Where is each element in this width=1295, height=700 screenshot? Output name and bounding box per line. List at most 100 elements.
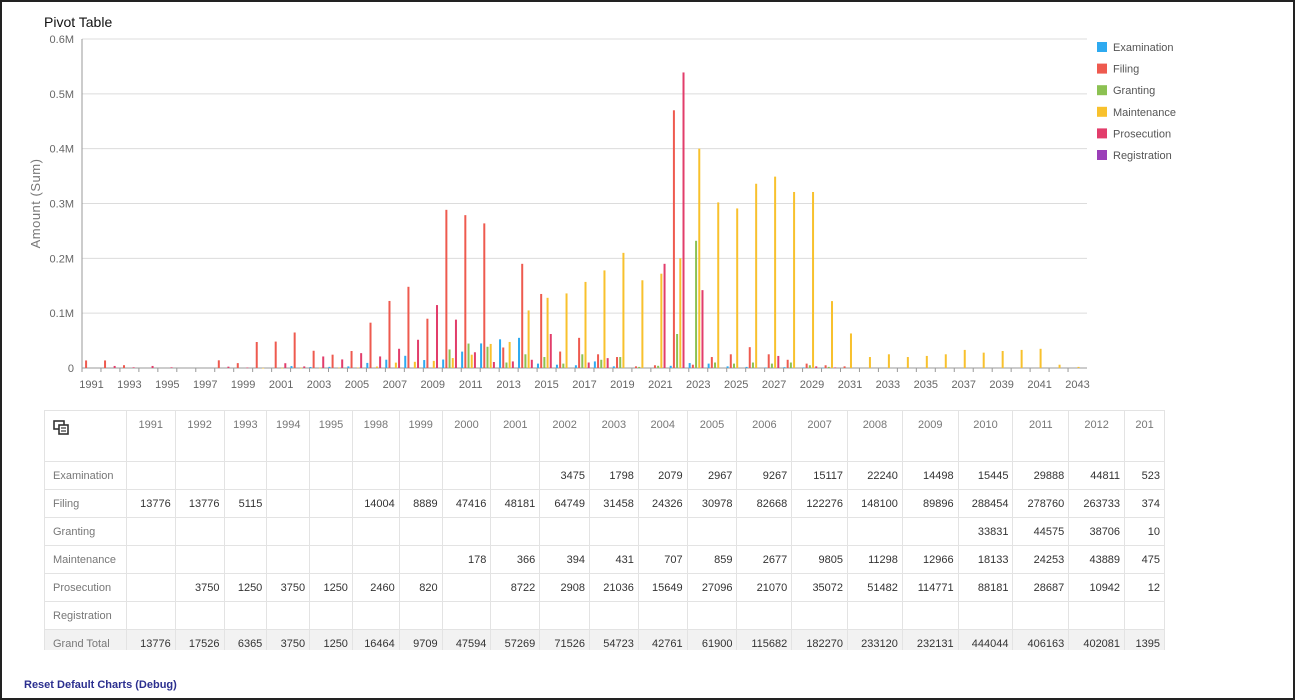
- table-cell[interactable]: [736, 517, 793, 546]
- table-cell[interactable]: [589, 517, 639, 546]
- table-cell[interactable]: 48181: [490, 489, 541, 518]
- table-cell[interactable]: [125, 517, 176, 546]
- legend-item-granting[interactable]: Granting: [1097, 85, 1155, 97]
- table-cell[interactable]: [901, 601, 959, 630]
- table-cell[interactable]: 54723: [589, 629, 639, 650]
- table-cell[interactable]: 11298: [847, 545, 903, 574]
- table-cell[interactable]: 182270: [791, 629, 849, 650]
- column-header[interactable]: 2005: [686, 410, 738, 462]
- table-cell[interactable]: 44575: [1012, 517, 1070, 546]
- table-cell[interactable]: [637, 601, 688, 630]
- table-cell[interactable]: 263733: [1068, 489, 1126, 518]
- row-header[interactable]: Filing: [44, 489, 127, 518]
- table-cell[interactable]: 12: [1124, 573, 1165, 602]
- table-cell[interactable]: 374: [1124, 489, 1165, 518]
- table-cell[interactable]: 61900: [686, 629, 738, 650]
- table-cell[interactable]: 278760: [1012, 489, 1070, 518]
- table-cell[interactable]: [223, 517, 268, 546]
- table-cell[interactable]: 13776: [174, 489, 225, 518]
- table-cell[interactable]: [351, 461, 400, 490]
- table-cell[interactable]: 366: [490, 545, 541, 574]
- table-cell[interactable]: 178: [441, 545, 492, 574]
- table-cell[interactable]: 27096: [686, 573, 738, 602]
- row-header[interactable]: Registration: [44, 601, 127, 630]
- table-cell[interactable]: [791, 601, 849, 630]
- column-header[interactable]: 1994: [266, 410, 311, 462]
- table-cell[interactable]: 13776: [125, 489, 176, 518]
- table-cell[interactable]: [309, 489, 353, 518]
- field-list-button[interactable]: [44, 410, 127, 462]
- table-cell[interactable]: 232131: [901, 629, 959, 650]
- table-cell[interactable]: 2677: [736, 545, 793, 574]
- table-cell[interactable]: 28687: [1012, 573, 1070, 602]
- table-cell[interactable]: 523: [1124, 461, 1165, 490]
- table-cell[interactable]: [125, 545, 176, 574]
- table-cell[interactable]: 64749: [539, 489, 591, 518]
- column-header[interactable]: 2006: [736, 410, 793, 462]
- table-cell[interactable]: [174, 517, 225, 546]
- table-cell[interactable]: [266, 545, 311, 574]
- table-cell[interactable]: [309, 461, 353, 490]
- table-cell[interactable]: 14004: [351, 489, 400, 518]
- column-header[interactable]: 2004: [637, 410, 688, 462]
- table-cell[interactable]: 38706: [1068, 517, 1126, 546]
- table-cell[interactable]: 1250: [309, 573, 353, 602]
- table-cell[interactable]: [266, 517, 311, 546]
- table-cell[interactable]: 8889: [398, 489, 443, 518]
- column-header[interactable]: 2011: [1012, 410, 1070, 462]
- column-header[interactable]: 1992: [174, 410, 225, 462]
- table-cell[interactable]: [686, 517, 738, 546]
- table-cell[interactable]: 22240: [847, 461, 903, 490]
- table-cell[interactable]: [174, 601, 225, 630]
- table-cell[interactable]: [589, 601, 639, 630]
- table-cell[interactable]: [351, 545, 400, 574]
- table-cell[interactable]: 71526: [539, 629, 591, 650]
- table-cell[interactable]: 24253: [1012, 545, 1070, 574]
- table-cell[interactable]: 288454: [957, 489, 1014, 518]
- table-cell[interactable]: 57269: [490, 629, 541, 650]
- table-cell[interactable]: [441, 601, 492, 630]
- column-header[interactable]: 2007: [791, 410, 849, 462]
- column-header[interactable]: 2001: [490, 410, 541, 462]
- table-cell[interactable]: [1124, 601, 1165, 630]
- table-cell[interactable]: [266, 601, 311, 630]
- table-cell[interactable]: [125, 573, 176, 602]
- table-cell[interactable]: [174, 545, 225, 574]
- table-cell[interactable]: [398, 461, 443, 490]
- column-header[interactable]: 1995: [309, 410, 353, 462]
- table-cell[interactable]: [1068, 601, 1126, 630]
- table-cell[interactable]: 2460: [351, 573, 400, 602]
- legend-item-prosecution[interactable]: Prosecution: [1097, 128, 1171, 140]
- table-cell[interactable]: 31458: [589, 489, 639, 518]
- column-header[interactable]: 2009: [901, 410, 959, 462]
- table-cell[interactable]: 406163: [1012, 629, 1070, 650]
- table-cell[interactable]: 43889: [1068, 545, 1126, 574]
- table-cell[interactable]: [351, 601, 400, 630]
- column-header[interactable]: 1991: [125, 410, 176, 462]
- table-cell[interactable]: [490, 517, 541, 546]
- table-cell[interactable]: 9267: [736, 461, 793, 490]
- table-cell[interactable]: 9709: [398, 629, 443, 650]
- table-cell[interactable]: [847, 601, 903, 630]
- reset-default-charts-link[interactable]: Reset Default Charts (Debug): [24, 679, 177, 691]
- table-cell[interactable]: [539, 601, 591, 630]
- table-cell[interactable]: 3750: [266, 573, 311, 602]
- table-cell[interactable]: 8722: [490, 573, 541, 602]
- table-cell[interactable]: 30978: [686, 489, 738, 518]
- table-cell[interactable]: 15649: [637, 573, 688, 602]
- table-cell[interactable]: [686, 601, 738, 630]
- table-cell[interactable]: 35072: [791, 573, 849, 602]
- table-cell[interactable]: [309, 601, 353, 630]
- table-cell[interactable]: 13776: [125, 629, 176, 650]
- column-header[interactable]: 1993: [223, 410, 268, 462]
- table-cell[interactable]: 44811: [1068, 461, 1126, 490]
- table-cell[interactable]: [901, 517, 959, 546]
- table-cell[interactable]: [957, 601, 1014, 630]
- table-cell[interactable]: 1250: [309, 629, 353, 650]
- table-cell[interactable]: 1395: [1124, 629, 1165, 650]
- table-cell[interactable]: 820: [398, 573, 443, 602]
- table-cell[interactable]: 42761: [637, 629, 688, 650]
- table-cell[interactable]: 859: [686, 545, 738, 574]
- table-cell[interactable]: 10942: [1068, 573, 1126, 602]
- table-cell[interactable]: 431: [589, 545, 639, 574]
